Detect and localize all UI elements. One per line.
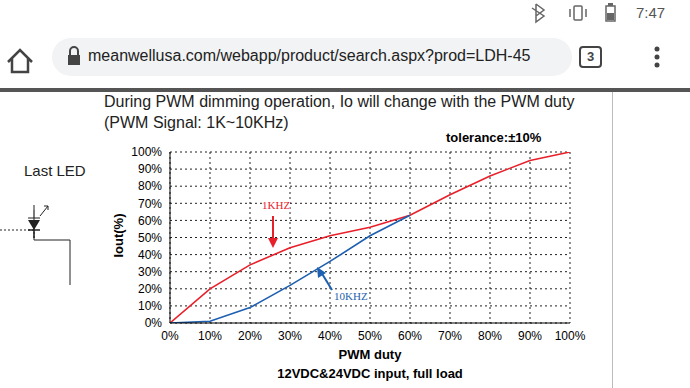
html-text:1KHZ: 1KHZ xyxy=(262,199,291,211)
svg-text:0%: 0% xyxy=(161,329,179,343)
svg-text:100%: 100% xyxy=(131,145,162,159)
svg-text:40%: 40% xyxy=(138,248,162,262)
html-text:meanwellusa.com/webapp/product: meanwellusa.com/webapp/product/search.as… xyxy=(88,47,531,64)
svg-text:10%: 10% xyxy=(198,329,222,343)
svg-text:60%: 60% xyxy=(138,214,162,228)
svg-text:30%: 30% xyxy=(278,329,302,343)
html-text:(PWM Signal: 1K~10KHz): (PWM Signal: 1K~10KHz) xyxy=(104,114,289,131)
html-text:Iout(%): Iout(%) xyxy=(110,213,126,258)
html-text:7:47: 7:47 xyxy=(636,4,666,21)
svg-text:60%: 60% xyxy=(398,329,422,343)
svg-text:20%: 20% xyxy=(238,329,262,343)
svg-text:100%: 100% xyxy=(555,329,586,343)
svg-text:0%: 0% xyxy=(145,316,163,330)
svg-text:20%: 20% xyxy=(138,282,162,296)
svg-text:90%: 90% xyxy=(518,329,542,343)
svg-text:90%: 90% xyxy=(138,162,162,176)
svg-text:50%: 50% xyxy=(138,231,162,245)
html-text:PWM duty: PWM duty xyxy=(338,347,402,362)
svg-text:50%: 50% xyxy=(358,329,382,343)
html-text:tolerance:±10%: tolerance:±10% xyxy=(446,130,542,145)
html-text:3: 3 xyxy=(586,49,595,64)
html-text:During PWM dimming operation,: During PWM dimming operation, Io will ch… xyxy=(104,93,575,110)
html-text:10KHZ: 10KHZ xyxy=(334,290,368,302)
svg-text:40%: 40% xyxy=(318,329,342,343)
html-text:12VDC&24VDC input, full load: 12VDC&24VDC input, full load xyxy=(277,366,463,381)
svg-text:10%: 10% xyxy=(138,299,162,313)
svg-text:70%: 70% xyxy=(138,197,162,211)
svg-text:80%: 80% xyxy=(478,329,502,343)
html-text:Last LED: Last LED xyxy=(24,162,86,179)
svg-text:70%: 70% xyxy=(438,329,462,343)
svg-text:30%: 30% xyxy=(138,265,162,279)
svg-text:80%: 80% xyxy=(138,179,162,193)
